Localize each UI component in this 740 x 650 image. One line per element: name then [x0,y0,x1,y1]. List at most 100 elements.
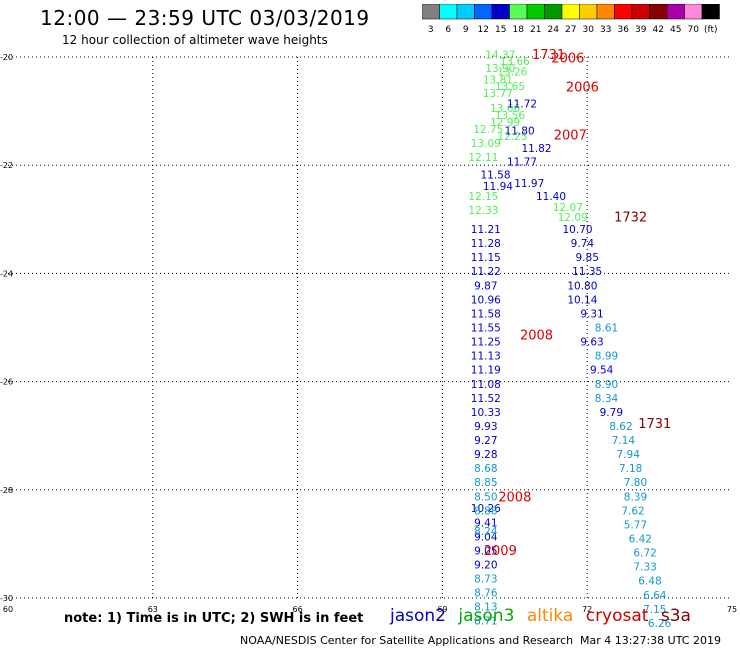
wave-height-label: 9.41 [474,517,497,529]
scale-label: 70 [688,25,700,35]
chart-title: 12:00 — 23:59 UTC 03/03/2019 [40,6,370,30]
wave-height-label: 6.72 [633,548,656,560]
legend-item-s3a: s3a [660,606,691,626]
wave-height-label: 12.75 [473,124,503,136]
wave-height-label: 7.14 [612,435,636,447]
wave-height-label: 8.99 [595,351,618,363]
wave-height-label: 8.88 [474,505,497,517]
wave-height-label: 13.65 [495,81,525,93]
wave-height-label: 12.15 [468,191,498,203]
scale-label: 24 [548,25,560,35]
wave-height-label: 11.21 [471,224,501,236]
pass-time-label: 2006 [551,52,584,67]
wave-height-label: 6.64 [643,590,667,602]
wave-height-label: 11.97 [514,178,544,190]
scale-label: 21 [530,25,541,35]
wave-height-label: 13.66 [500,56,530,68]
legend-item-jason2: jason2 [390,606,446,626]
wave-height-label: 8.71 [474,616,497,628]
wave-height-label: 7.18 [619,463,642,475]
wave-height-label: 11.94 [483,181,513,193]
wave-height-label: 8.85 [474,477,497,489]
scale-label: 39 [635,25,647,35]
y-tick-label: -26 [0,378,13,387]
satellite-legend: jason2 jason3 altika cryosat s3a [390,606,698,626]
wave-height-label: 8.24 [474,526,498,538]
wave-height-label: 11.40 [536,191,566,203]
wave-height-label: 10.33 [471,407,501,419]
legend-item-altika: altika [526,606,574,626]
wave-height-label: 11.22 [471,266,501,278]
wave-height-label: 9.63 [580,337,603,349]
pass-time-label: 1731 [638,417,671,432]
wave-height-label: 12.11 [468,152,498,164]
y-tick-label: -28 [0,486,13,495]
x-tick-label: 60 [3,605,13,614]
wave-height-label: 11.77 [507,156,537,168]
pass-time-label: 1731 [532,48,565,63]
note-text: note: 1) Time is in UTC; 2) SWH is in fe… [64,611,364,626]
wave-height-label: 11.58 [471,308,501,320]
wave-height-label: 11.28 [471,238,501,250]
generated-timestamp: Mar 4 13:27:38 UTC 2019 [580,634,721,647]
wave-height-label: 9.05 [474,545,497,557]
wave-height-label: 8.68 [474,463,497,475]
wave-height-label: 11.55 [471,323,501,335]
wave-height-label: 11.82 [521,143,551,155]
wave-height-label: 9.31 [580,308,603,320]
x-tick-label: 69 [437,605,447,614]
pass-time-label: 2008 [498,490,531,505]
y-tick-label: -20 [0,53,13,62]
scale-label: (ft) [704,25,718,35]
scale-label: 45 [670,25,681,35]
wave-height-label: 13.56 [495,110,525,122]
wave-height-label: 9.04 [474,531,498,543]
wave-height-label: 13.09 [471,138,501,150]
wave-height-label: 12.99 [490,117,520,129]
wave-height-label: 13.90 [485,63,515,75]
wave-height-label: 7.62 [621,505,644,517]
wave-height-label: 9.20 [474,559,497,571]
wave-height-label: 13.77 [483,88,513,100]
wave-height-label: 13.81 [483,75,513,87]
wave-height-label: 12.25 [497,131,527,143]
wave-height-label: 10.70 [563,224,593,236]
wave-height-label: 7.94 [617,449,641,461]
wave-height-label: 11.35 [572,266,602,278]
y-tick-label: -22 [0,161,13,170]
wave-height-label: 12.07 [553,202,583,214]
wave-height-label: 8.90 [595,379,618,391]
wave-height-label: 8.61 [595,323,618,335]
wave-height-label: 13.26 [497,67,527,79]
legend-item-cryosat: cryosat [585,606,649,626]
wave-height-label: 8.50 [474,491,497,503]
scale-label: 42 [653,25,664,35]
pass-time-label: 1732 [614,211,647,226]
wave-height-label: 12.33 [468,205,498,217]
scale-label: 27 [565,25,576,35]
wave-height-label: 11.25 [471,337,501,349]
legend-item-jason3: jason3 [458,606,515,626]
wave-height-label: 8.76 [474,588,498,600]
scale-swatch [701,4,720,20]
wave-height-label: 11.19 [471,365,501,377]
scale-label: 30 [583,25,595,35]
wave-height-label: 11.80 [505,126,535,138]
wave-height-label: 9.87 [474,280,497,292]
wave-height-label: 9.54 [590,365,614,377]
wave-height-label: 8.13 [474,602,497,614]
y-tick-label: -24 [0,269,13,278]
wave-height-label: 7.15 [643,604,666,616]
scale-label: 33 [600,25,611,35]
wave-height-label: 6.48 [638,576,661,588]
scale-label: 12 [478,25,489,35]
wave-height-label: 8.73 [474,574,497,586]
pass-time-label: 2009 [484,544,517,559]
chart-subtitle: 12 hour collection of altimeter wave hei… [62,33,328,47]
scale-label: 6 [445,25,451,35]
wave-height-label: 11.08 [471,379,501,391]
wave-height-label: 8.39 [624,491,647,503]
wave-height-label: 6.42 [629,533,652,545]
pass-time-label: 2007 [554,128,587,143]
